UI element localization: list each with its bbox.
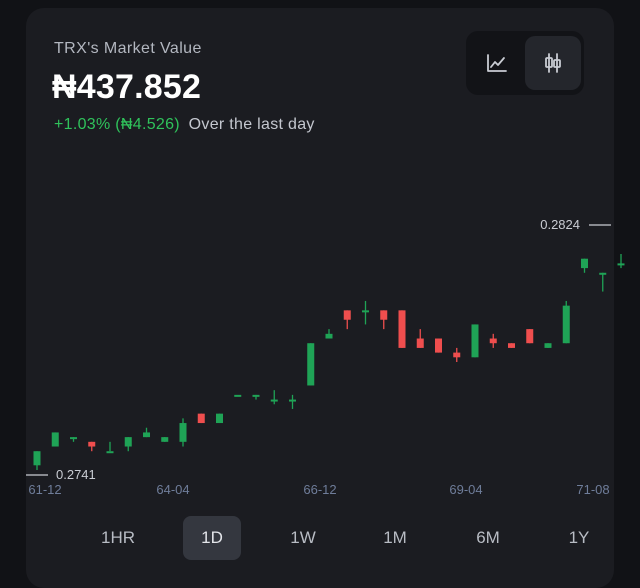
x-tick-label: 61-12 (28, 482, 61, 497)
change-period: Over the last day (188, 116, 315, 133)
candle-body (33, 451, 41, 466)
candle-body (179, 423, 187, 442)
candle-body (124, 437, 132, 447)
candle-body (453, 352, 461, 358)
change-amount: (₦4.526) (115, 116, 180, 133)
candle-body (544, 343, 552, 348)
asset-title: TRX's Market Value (54, 40, 202, 57)
candle-body (435, 338, 442, 353)
candle-body (489, 338, 497, 344)
market-value-card: TRX's Market Value ₦437.852 +1.03% (₦4.5… (26, 8, 614, 588)
candle-body (270, 399, 278, 402)
candle-body (416, 338, 424, 348)
line-chart-icon (487, 54, 507, 72)
max-label: 0.2824 (540, 217, 580, 232)
x-tick-label: 64-04 (156, 482, 189, 497)
candle-body (143, 432, 150, 438)
tab-6m[interactable]: 6M (476, 528, 500, 547)
candle-body (508, 343, 515, 348)
candle-body (70, 437, 77, 440)
candle-body (599, 272, 607, 275)
tab-1d[interactable]: 1D (183, 516, 241, 560)
candle-body (362, 310, 369, 313)
candle-body (343, 310, 351, 320)
line-chart-button[interactable] (469, 36, 525, 90)
candlestick-chart-button[interactable] (525, 36, 581, 90)
tab-1m[interactable]: 1M (383, 528, 407, 547)
candle-body (562, 305, 570, 344)
change-percent: +1.03% (54, 116, 111, 133)
x-tick-label: 69-04 (449, 482, 482, 497)
candle-body (234, 394, 242, 397)
tab-1y[interactable]: 1Y (568, 528, 590, 547)
candle-body (161, 437, 169, 442)
candle-body (581, 258, 588, 269)
candle-body (398, 310, 406, 348)
candlestick-chart-icon (545, 53, 561, 73)
tab-1w[interactable]: 1W (290, 528, 316, 547)
candle-body (307, 343, 315, 386)
timeframe-tabs: 1HR 1D 1W 1M 6M 1Y (52, 516, 640, 560)
x-tick-label: 71-08 (576, 482, 609, 497)
candle-body (252, 394, 260, 397)
candle-body (526, 329, 534, 344)
current-price: ₦437.852 (52, 68, 202, 106)
chart-type-toggle (466, 31, 584, 95)
candle-body (471, 324, 479, 358)
candle-body (289, 399, 296, 402)
min-label: 0.2741 (56, 467, 96, 482)
candle-body (51, 432, 59, 447)
candle-body (106, 451, 114, 454)
candle-body (325, 333, 333, 339)
candle-body (380, 310, 388, 320)
x-tick-label: 66-12 (303, 482, 336, 497)
candle-body (216, 413, 223, 424)
candle-body (617, 263, 625, 266)
tab-1hr[interactable]: 1HR (100, 528, 135, 547)
candle-body (197, 413, 205, 424)
price-change: +1.03% (₦4.526) Over the last day (54, 116, 315, 134)
candle-body (88, 441, 96, 447)
